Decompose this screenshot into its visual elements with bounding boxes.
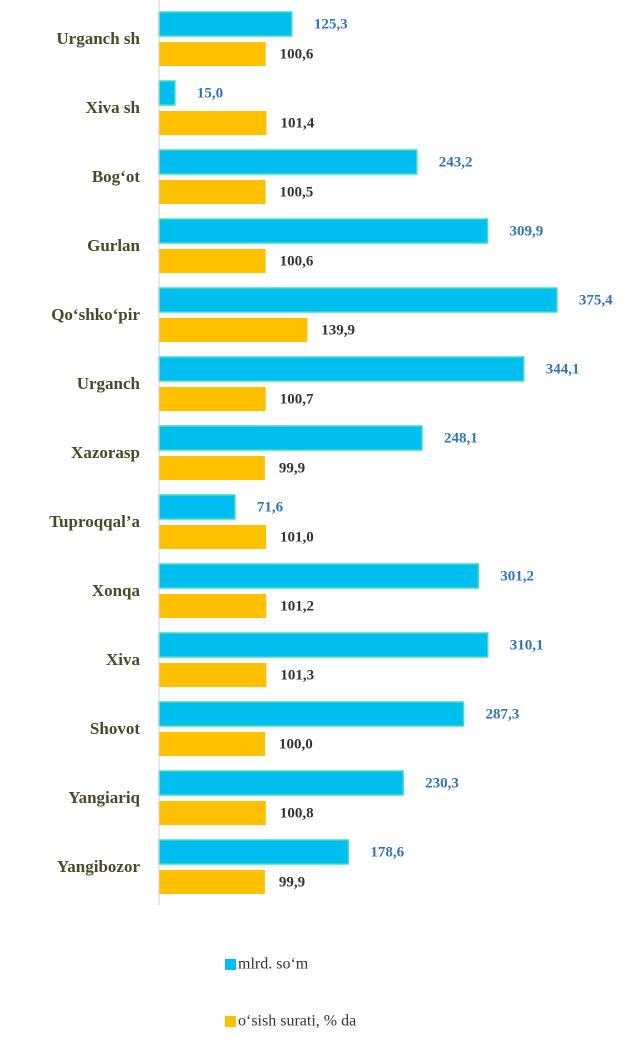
category-label: Xiva sh — [86, 98, 141, 117]
value-label: 310,1 — [510, 637, 544, 653]
category-label: Yangibozor — [57, 857, 141, 876]
bar — [159, 663, 267, 687]
value-label: 243,2 — [439, 154, 473, 170]
category-label: Xiva — [106, 650, 141, 669]
value-label: 101,0 — [280, 529, 314, 545]
value-label: 344,1 — [546, 361, 580, 377]
value-label: 101,3 — [280, 667, 314, 683]
category-label: Xonqa — [92, 581, 141, 600]
bar — [159, 180, 266, 204]
value-label: 100,8 — [280, 805, 314, 821]
bar — [158, 632, 489, 658]
value-label: 248,1 — [444, 430, 478, 446]
value-label: 100,5 — [280, 184, 314, 200]
category-label: Urganch — [77, 374, 141, 393]
value-label: 287,3 — [486, 706, 520, 722]
category-label: Bog‘ot — [92, 167, 141, 186]
value-label: 100,7 — [280, 391, 314, 407]
value-label: 100,0 — [279, 736, 313, 752]
bar — [159, 456, 265, 480]
bar — [159, 525, 267, 549]
bar — [158, 494, 236, 520]
bar — [158, 80, 176, 106]
category-label: Gurlan — [87, 236, 140, 255]
bar — [159, 387, 266, 411]
value-label: 100,6 — [280, 253, 314, 269]
bar — [158, 218, 489, 244]
legend-swatch — [225, 1016, 236, 1027]
value-label: 71,6 — [257, 499, 284, 515]
bar — [159, 801, 266, 825]
value-label: 178,6 — [370, 844, 404, 860]
bar — [159, 870, 265, 894]
category-label: Urganch sh — [56, 29, 140, 48]
value-label: 301,2 — [500, 568, 534, 584]
bar — [158, 770, 404, 796]
value-label: 101,2 — [280, 598, 314, 614]
bar — [158, 839, 350, 865]
value-label: 100,6 — [280, 46, 314, 62]
value-label: 99,9 — [279, 874, 305, 890]
value-label: 139,9 — [321, 322, 355, 338]
value-label: 101,4 — [280, 115, 314, 131]
value-label: 309,9 — [509, 223, 543, 239]
bar — [159, 42, 266, 66]
bar — [159, 594, 267, 618]
value-label: 99,9 — [279, 460, 305, 476]
value-label: 15,0 — [197, 85, 223, 101]
bar — [158, 356, 525, 382]
category-label: Tuproqqal’a — [49, 512, 140, 531]
bar — [158, 11, 293, 37]
bar — [159, 111, 267, 135]
category-label: Qo‘shko‘pir — [51, 305, 140, 324]
category-label: Xazorasp — [71, 443, 140, 462]
bar — [158, 701, 465, 727]
category-label: Shovot — [90, 719, 140, 738]
legend-swatch — [225, 959, 236, 970]
bar — [158, 149, 418, 175]
category-label: Yangiariq — [68, 788, 140, 807]
bar — [159, 318, 308, 342]
bar — [159, 249, 266, 273]
legend-label: o‘sish surati, % da — [238, 1013, 356, 1030]
bar — [158, 287, 558, 313]
bar — [159, 732, 265, 756]
value-label: 230,3 — [425, 775, 459, 791]
bar — [158, 425, 423, 451]
bar — [158, 563, 480, 589]
value-label: 375,4 — [579, 292, 613, 308]
value-label: 125,3 — [314, 16, 348, 32]
legend-label: mlrd. so‘m — [238, 956, 309, 973]
